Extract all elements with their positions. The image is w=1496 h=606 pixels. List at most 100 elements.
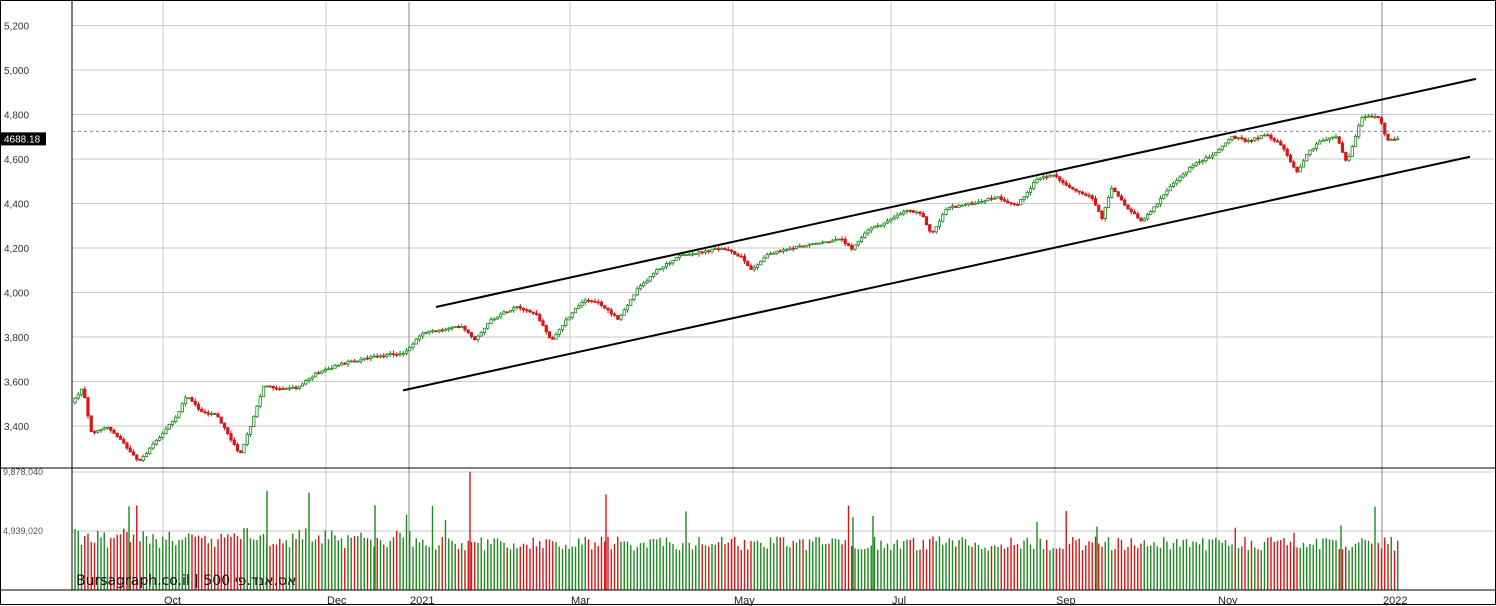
candle-body	[603, 305, 607, 309]
candle-body	[125, 442, 129, 449]
candle-body	[853, 244, 857, 250]
candle-body	[739, 255, 743, 258]
candle-body	[151, 443, 155, 449]
candle-body	[716, 248, 721, 251]
candle-body	[580, 302, 584, 307]
candle-body	[174, 416, 178, 422]
candle-body	[499, 313, 503, 318]
candle-body	[261, 385, 266, 398]
candle-body	[1298, 166, 1302, 173]
candle-body	[521, 307, 526, 311]
candle-body	[872, 225, 877, 229]
chart-watermark: Bursagraph.co.il | 500 אס.אנד.פי	[76, 573, 296, 589]
candle-body	[1201, 160, 1205, 163]
candle-body	[73, 397, 77, 404]
candle-body	[398, 353, 402, 356]
candle-body	[798, 245, 802, 248]
candle-body	[1337, 136, 1341, 144]
candle-body	[1223, 142, 1228, 147]
candle-body	[362, 357, 366, 360]
candle-body	[554, 333, 558, 340]
candle-body	[138, 458, 142, 461]
candle-body	[1360, 117, 1364, 127]
candle-body	[378, 355, 383, 358]
candle-body	[866, 229, 870, 234]
candle-body	[310, 376, 314, 380]
price-tick-label: 3,400	[4, 422, 29, 433]
candle-body	[1272, 138, 1276, 142]
month-label: 2022	[1383, 595, 1407, 606]
candle-body	[1396, 138, 1400, 141]
candle-body	[525, 309, 529, 312]
candle-body	[1139, 217, 1143, 222]
candle-body	[1119, 195, 1124, 201]
candle-body	[1220, 145, 1224, 150]
candle-body	[879, 224, 883, 227]
candle-body	[983, 200, 987, 203]
candle-body	[1084, 193, 1088, 196]
candle-body	[1305, 154, 1309, 162]
candle-body	[518, 306, 522, 309]
candle-body	[1285, 148, 1289, 156]
candle-body	[1262, 134, 1267, 137]
candle-body	[1269, 134, 1273, 139]
candle-body	[980, 201, 984, 203]
candle-body	[414, 338, 418, 345]
candle-body	[479, 332, 483, 337]
candle-body	[473, 336, 477, 341]
candle-body	[684, 254, 688, 256]
candle-body	[1350, 146, 1354, 157]
price-tick-label: 3,800	[4, 333, 29, 344]
price-tick-label: 5,200	[4, 22, 29, 33]
candle-body	[876, 225, 880, 228]
candle-body	[1318, 140, 1322, 145]
candle-body	[255, 405, 259, 417]
candle-body	[343, 362, 347, 365]
candle-body	[905, 209, 909, 212]
candle-body	[996, 196, 1000, 199]
candle-body	[1266, 134, 1270, 137]
candle-body	[1132, 211, 1137, 215]
candle-body	[281, 388, 285, 390]
candle-body	[248, 426, 253, 435]
candle-body	[469, 332, 474, 338]
candle-body	[1136, 213, 1140, 219]
candle-body	[395, 353, 399, 356]
candle-body	[557, 329, 561, 335]
candle-body	[671, 259, 675, 264]
candle-body	[778, 250, 782, 253]
candle-body	[1204, 157, 1208, 162]
candle-body	[807, 243, 812, 246]
candle-body	[733, 251, 737, 255]
candle-body	[1233, 135, 1237, 140]
candle-body	[268, 385, 272, 388]
candle-body	[963, 203, 968, 206]
candle-body	[183, 397, 188, 405]
candle-body	[164, 428, 168, 434]
candle-body	[508, 309, 513, 313]
candle-body	[512, 307, 516, 311]
candle-body	[707, 250, 711, 253]
candle-body	[180, 403, 184, 413]
candle-body	[144, 453, 149, 458]
candle-body	[1158, 198, 1163, 205]
candle-body	[785, 249, 789, 251]
candle-body	[833, 239, 838, 242]
candle-body	[1275, 140, 1280, 143]
candle-body	[1188, 167, 1192, 173]
candle-body	[586, 299, 591, 302]
candle-body	[551, 337, 555, 340]
candle-body	[466, 329, 470, 333]
candle-body	[1097, 204, 1101, 212]
candle-body	[840, 238, 844, 241]
candle-body	[638, 285, 643, 290]
candle-body	[476, 335, 480, 341]
candle-body	[759, 260, 763, 266]
candle-body	[811, 243, 815, 246]
candle-body	[1175, 180, 1179, 184]
candle-body	[1002, 199, 1007, 202]
candle-body	[1249, 140, 1254, 142]
candle-body	[794, 246, 799, 250]
